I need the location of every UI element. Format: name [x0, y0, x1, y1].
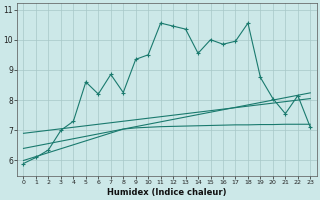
X-axis label: Humidex (Indice chaleur): Humidex (Indice chaleur)	[107, 188, 227, 197]
